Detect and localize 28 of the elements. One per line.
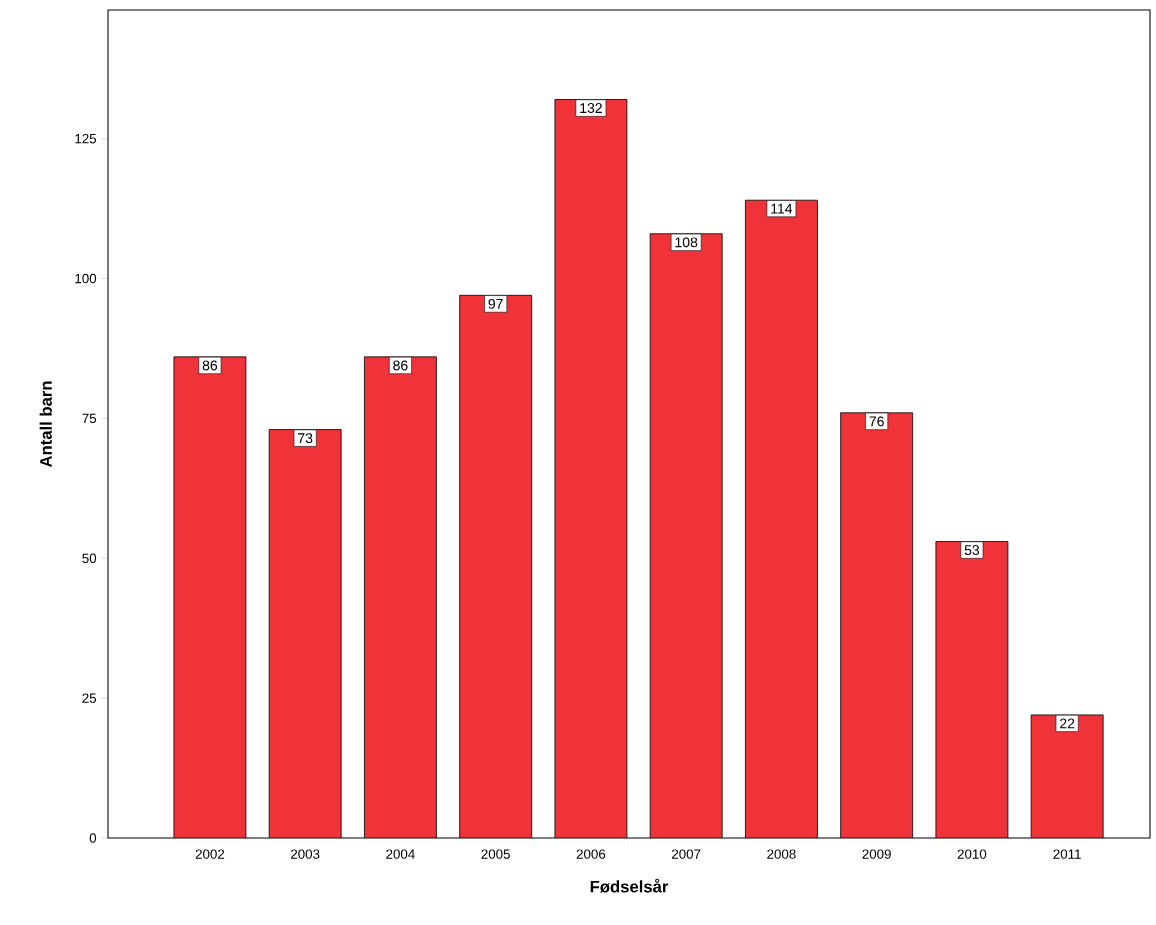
data-label: 108 (675, 237, 698, 248)
data-label: 76 (869, 416, 884, 427)
data-label: 22 (1060, 718, 1075, 729)
x-tick-label: 2011 (1053, 849, 1081, 859)
y-tick-label: 125 (75, 133, 97, 144)
x-tick-label: 2007 (672, 849, 701, 859)
data-label: 86 (202, 360, 218, 371)
y-tick-label: 50 (82, 553, 97, 563)
x-tick-label: 2009 (862, 849, 891, 859)
x-tick-label: 2002 (195, 849, 225, 859)
x-tick-label: 2010 (957, 849, 987, 859)
x-tick-label: 2003 (291, 849, 320, 859)
y-tick-label: 25 (82, 693, 97, 703)
y-tick-label: 75 (82, 413, 97, 424)
x-tick-label: 2005 (481, 849, 510, 859)
y-axis-title: Antall barn (39, 381, 52, 468)
x-tick-label: 2008 (767, 849, 796, 859)
data-label: 132 (580, 103, 602, 114)
data-label: 73 (298, 433, 313, 444)
data-label: 97 (488, 298, 503, 309)
x-axis-title: Fødselsår (590, 878, 669, 893)
data-label: 53 (964, 545, 980, 556)
x-tick-label: 2006 (576, 849, 606, 859)
x-tick-label: 2004 (386, 849, 415, 859)
data-label: 86 (393, 360, 408, 371)
data-label: 114 (771, 203, 793, 214)
y-tick-label: 100 (75, 273, 97, 284)
y-tick-label: 0 (89, 833, 97, 843)
